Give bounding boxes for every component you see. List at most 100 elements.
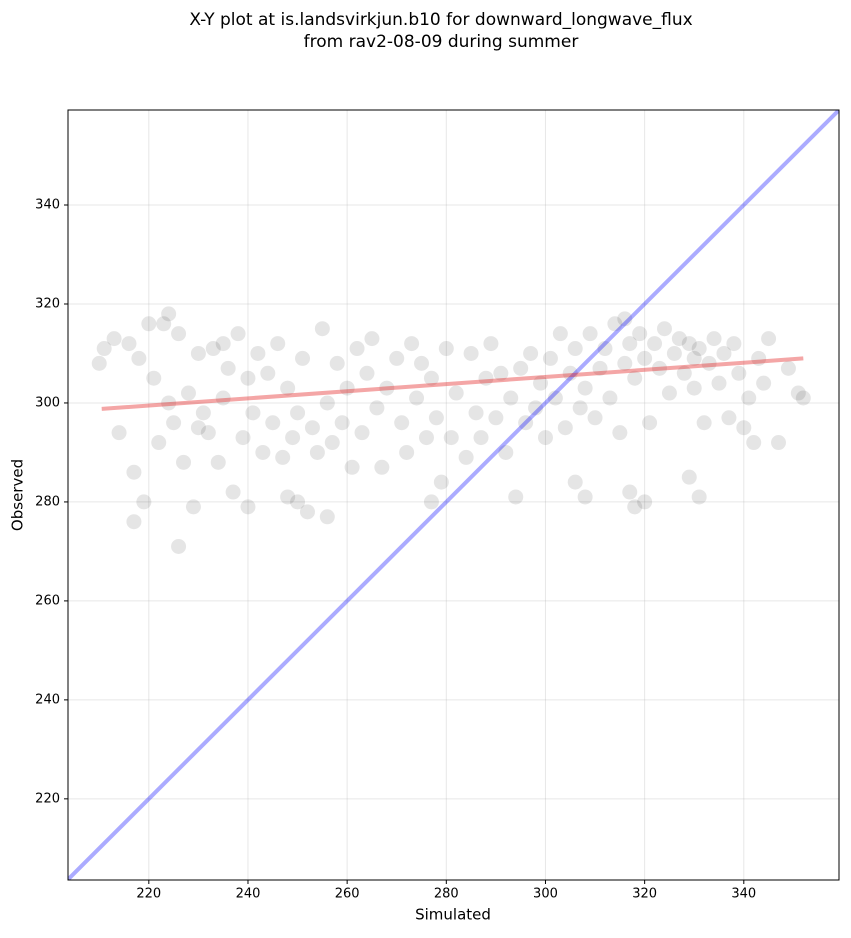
point <box>523 345 539 361</box>
point <box>428 410 444 426</box>
point <box>394 415 410 431</box>
point <box>210 454 226 470</box>
point <box>696 415 712 431</box>
point <box>433 474 449 490</box>
point <box>185 499 201 515</box>
point <box>557 420 573 436</box>
point <box>131 350 147 366</box>
identity-line <box>68 110 839 880</box>
point <box>374 459 390 475</box>
point <box>235 430 251 446</box>
point <box>285 430 301 446</box>
point <box>726 336 742 352</box>
point <box>661 385 677 401</box>
point <box>577 489 593 505</box>
point <box>200 425 216 441</box>
y-tick-label: 220 <box>35 791 60 806</box>
point <box>423 494 439 510</box>
plot-area <box>68 110 839 880</box>
point <box>111 425 127 441</box>
point <box>106 331 122 347</box>
x-tick-label: 260 <box>335 887 360 902</box>
point <box>146 370 162 386</box>
point <box>597 341 613 357</box>
point <box>409 390 425 406</box>
point <box>151 435 167 451</box>
point <box>488 410 504 426</box>
point <box>379 380 395 396</box>
point <box>706 331 722 347</box>
point <box>577 380 593 396</box>
point <box>141 316 157 332</box>
point <box>637 350 653 366</box>
point <box>265 415 281 431</box>
point <box>329 355 345 371</box>
point <box>691 341 707 357</box>
point <box>537 430 553 446</box>
point <box>339 380 355 396</box>
point <box>91 355 107 371</box>
point <box>483 336 499 352</box>
point <box>780 360 796 376</box>
point <box>369 400 385 416</box>
point <box>552 326 568 342</box>
point <box>121 336 137 352</box>
point <box>716 345 732 361</box>
point <box>225 484 241 500</box>
point <box>666 345 682 361</box>
point <box>637 494 653 510</box>
y-tick-label: 340 <box>35 198 60 213</box>
point <box>171 326 187 342</box>
point <box>220 360 236 376</box>
point <box>676 365 692 381</box>
x-tick-label: 300 <box>533 887 558 902</box>
point <box>250 345 266 361</box>
point <box>314 321 330 337</box>
point <box>166 415 182 431</box>
x-axis-label: Simulated <box>415 906 491 924</box>
point <box>418 430 434 446</box>
point <box>309 444 325 460</box>
point <box>498 444 514 460</box>
point <box>176 454 192 470</box>
point <box>572 400 588 416</box>
y-tick-label: 320 <box>35 296 60 311</box>
point <box>448 385 464 401</box>
point <box>414 355 430 371</box>
fit-line <box>101 356 804 411</box>
point <box>632 326 648 342</box>
y-tick-label: 280 <box>35 494 60 509</box>
point <box>671 331 687 347</box>
x-tick-label: 320 <box>632 887 657 902</box>
point <box>518 415 534 431</box>
point <box>180 385 196 401</box>
point <box>295 350 311 366</box>
point <box>126 514 142 530</box>
point <box>627 370 643 386</box>
point <box>161 395 177 411</box>
point <box>280 489 296 505</box>
point <box>652 360 668 376</box>
point <box>443 430 459 446</box>
point <box>751 350 767 366</box>
point <box>587 410 603 426</box>
point <box>290 494 306 510</box>
y-tick-label: 260 <box>35 593 60 608</box>
point <box>389 350 405 366</box>
point <box>96 341 112 357</box>
point <box>468 405 484 421</box>
point <box>260 365 276 381</box>
point <box>746 435 762 451</box>
point <box>255 444 271 460</box>
point <box>493 365 509 381</box>
y-tick-label: 240 <box>35 692 60 707</box>
x-tick-label: 240 <box>236 887 261 902</box>
point <box>617 355 633 371</box>
point <box>741 390 757 406</box>
point <box>156 316 172 332</box>
point <box>513 360 529 376</box>
point <box>790 385 806 401</box>
point <box>344 459 360 475</box>
point <box>136 494 152 510</box>
point <box>126 464 142 480</box>
